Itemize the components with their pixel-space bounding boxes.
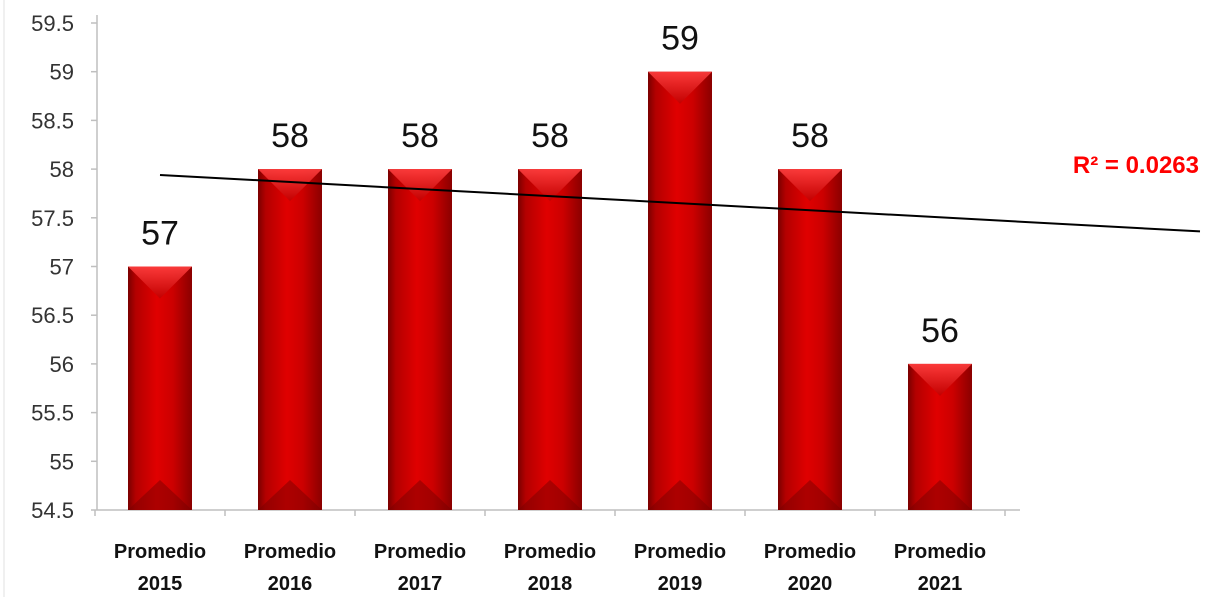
bar-body — [648, 71, 712, 510]
data-label: 59 — [661, 20, 699, 58]
x-tick-label: 2017 — [398, 573, 443, 595]
bar-bevel — [128, 266, 192, 299]
y-tick-label: 59 — [50, 60, 74, 85]
bar-bevel-bottom — [518, 480, 582, 510]
bar — [908, 363, 972, 510]
data-label: 58 — [401, 117, 439, 155]
bar-bevel — [778, 169, 842, 202]
data-labels: 57 58 58 58 59 58 56 — [141, 20, 959, 350]
bar-body — [128, 266, 192, 510]
y-tick-label: 57 — [50, 255, 74, 280]
x-tick-label: Promedio — [114, 541, 206, 563]
bars — [128, 71, 972, 510]
bar-bevel — [518, 169, 582, 202]
y-tick-label: 54.5 — [31, 498, 74, 523]
bar — [388, 169, 452, 510]
data-label: 58 — [271, 117, 309, 155]
bar — [778, 169, 842, 510]
axes: 54.5 55 55.5 56 56.5 57 57.5 58 58.5 59 59.5 Promed… — [3, 0, 1020, 597]
bar-bevel-bottom — [128, 480, 192, 510]
x-tick-label: Promedio — [244, 541, 336, 563]
bar-bevel-bottom — [778, 480, 842, 510]
x-tick-label: 2015 — [138, 573, 183, 595]
bar-body — [388, 169, 452, 510]
trendline-group: R² = 0.0263 — [159, 152, 1201, 233]
x-tick-label: Promedio — [894, 541, 986, 563]
y-tick-label: 58 — [50, 157, 74, 182]
bar-bevel-bottom — [388, 480, 452, 510]
bar — [518, 169, 582, 510]
bar — [258, 169, 322, 510]
x-tick-label: Promedio — [374, 541, 466, 563]
data-label: 58 — [791, 117, 829, 155]
x-tick-label: Promedio — [764, 541, 856, 563]
bar-bevel — [648, 71, 712, 104]
bar — [128, 266, 192, 510]
y-tick-label: 55.5 — [31, 401, 74, 426]
y-tick-label: 58.5 — [31, 108, 74, 133]
x-tick-label: 2021 — [918, 573, 963, 595]
y-tick-label: 56.5 — [31, 303, 74, 328]
x-tick-label: Promedio — [634, 541, 726, 563]
x-tick-label: 2016 — [268, 573, 313, 595]
bar-bevel — [908, 363, 972, 396]
data-label: 56 — [921, 312, 959, 350]
bar-body — [258, 169, 322, 510]
data-label: 57 — [141, 215, 179, 253]
bar-body — [518, 169, 582, 510]
bar-bevel-bottom — [648, 480, 712, 510]
bar-body — [778, 169, 842, 510]
bar — [648, 71, 712, 510]
y-tick-label: 57.5 — [31, 206, 74, 231]
bar-bevel-bottom — [258, 480, 322, 510]
bar-bevel-bottom — [908, 480, 972, 510]
y-tick-label: 55 — [50, 449, 74, 474]
x-tick-label: 2019 — [658, 573, 703, 595]
x-tick-label: 2020 — [788, 573, 833, 595]
bar-bevel — [388, 169, 452, 202]
y-tick-label: 59.5 — [31, 11, 74, 36]
y-tick-label: 56 — [50, 352, 74, 377]
x-tick-label: 2018 — [528, 573, 573, 595]
bar-bevel — [258, 169, 322, 202]
trendline — [159, 173, 1201, 233]
x-tick-label: Promedio — [504, 541, 596, 563]
data-label: 58 — [531, 117, 569, 155]
r-squared-label: R² = 0.0263 — [1073, 152, 1199, 179]
